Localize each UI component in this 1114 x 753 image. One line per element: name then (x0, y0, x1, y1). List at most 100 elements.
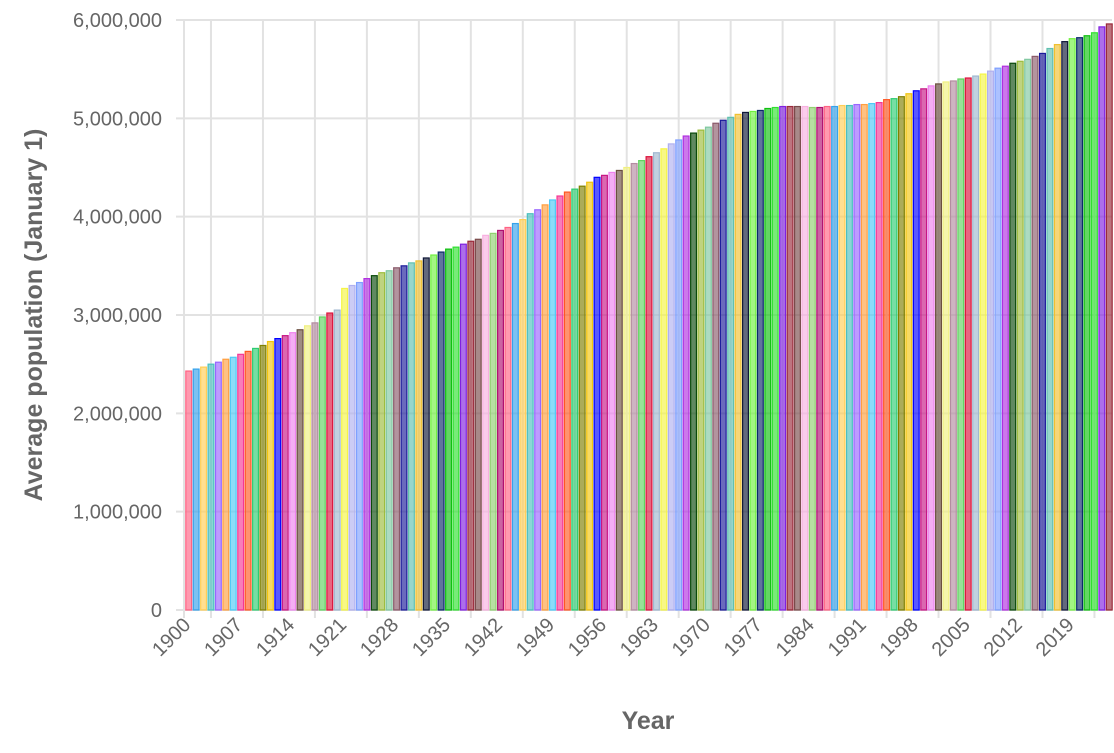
bar-1902 (200, 366, 208, 611)
bar-1952 (571, 188, 579, 611)
x-tick-label: 2005 (928, 614, 975, 661)
bar-1918 (318, 316, 326, 611)
x-tick-label: 1991 (824, 614, 871, 661)
bar-1909 (252, 347, 260, 611)
bar-1985 (816, 106, 824, 611)
bar-1991 (860, 103, 868, 611)
y-tick-label: 1,000,000 (73, 502, 162, 524)
bar-1956 (600, 174, 608, 611)
bar-1977 (756, 109, 764, 611)
bar-2017 (1053, 43, 1061, 611)
bar-1995 (890, 98, 898, 611)
x-tick-label: 1921 (304, 614, 351, 661)
bar-1914 (289, 332, 297, 611)
bar-1911 (266, 340, 274, 611)
bar-1994 (883, 99, 891, 611)
bar-1978 (764, 107, 772, 611)
bar-1908 (244, 350, 252, 611)
bar-1998 (912, 90, 920, 611)
bar-1988 (838, 104, 846, 611)
x-tick-label: 1984 (772, 614, 819, 661)
bar-1958 (615, 169, 623, 611)
bar-2021 (1083, 35, 1091, 611)
bar-1963 (652, 152, 660, 611)
bar-2010 (1001, 65, 1009, 611)
bar-1974 (734, 113, 742, 611)
bar-1925 (370, 275, 378, 611)
x-tick-label: 1935 (408, 614, 455, 661)
bar-1917 (311, 322, 319, 611)
bar-2016 (1046, 47, 1054, 611)
bar-1927 (385, 270, 393, 611)
bar-2020 (1076, 37, 1084, 611)
bar-1936 (452, 246, 460, 611)
bar-1982 (793, 105, 801, 611)
bar-1969 (697, 129, 705, 611)
bar-1934 (437, 251, 445, 611)
bar-2000 (927, 85, 935, 611)
bar-2024 (1105, 23, 1113, 611)
bar-2019 (1068, 38, 1076, 611)
bar-1953 (578, 185, 586, 611)
bar-2012 (1016, 60, 1024, 611)
bar-1975 (742, 111, 750, 611)
x-axis-title: Year (622, 707, 675, 735)
bar-2018 (1061, 41, 1069, 611)
bar-1929 (400, 265, 408, 611)
x-tick-label: 1907 (200, 614, 247, 661)
bar-1949 (548, 199, 556, 611)
y-axis-title: Average population (January 1) (20, 129, 48, 502)
y-tick-label: 4,000,000 (73, 207, 162, 229)
bar-1964 (660, 148, 668, 611)
bar-1987 (831, 105, 839, 611)
bar-1979 (771, 106, 779, 611)
bar-1980 (779, 105, 787, 611)
x-tick-label: 1963 (616, 614, 663, 661)
y-tick-label: 2,000,000 (73, 403, 162, 425)
bar-1935 (445, 248, 453, 611)
bar-2004 (957, 78, 965, 611)
bar-1943 (504, 226, 512, 611)
bar-1931 (415, 260, 423, 611)
x-tick-label: 1942 (460, 614, 507, 661)
bar-1900 (185, 370, 193, 611)
bar-1959 (623, 166, 631, 611)
bar-1905 (222, 358, 230, 611)
bar-1906 (229, 356, 237, 611)
bar-1922 (348, 284, 356, 611)
bar-1970 (704, 126, 712, 611)
bar-1992 (868, 102, 876, 611)
bar-1946 (526, 213, 534, 611)
bar-1926 (378, 272, 386, 611)
bar-2023 (1098, 26, 1106, 611)
bar-1901 (192, 368, 200, 611)
x-axis-ticks: 1900 1907 1914 1921 1928 1935 1942 1949 1956 1963… (148, 614, 1078, 661)
bar-1993 (875, 101, 883, 611)
bar-2002 (942, 81, 950, 611)
bar-1960 (630, 162, 638, 611)
bar-1989 (845, 104, 853, 611)
bar-1997 (905, 93, 913, 611)
bar-1950 (556, 195, 564, 611)
bar-1966 (675, 139, 683, 611)
bar-1967 (682, 135, 690, 611)
x-tick-label: 1914 (252, 614, 299, 661)
bar-1972 (719, 119, 727, 611)
bar-1986 (823, 105, 831, 611)
bar-1928 (393, 267, 401, 611)
bar-2011 (1009, 62, 1017, 611)
y-tick-label: 5,000,000 (73, 108, 162, 130)
bar-1913 (281, 335, 289, 611)
bar-1984 (808, 106, 816, 611)
bar-1907 (237, 353, 245, 611)
bar-1940 (482, 234, 490, 611)
bar-1932 (422, 257, 430, 611)
x-tick-label: 1970 (668, 614, 715, 661)
y-axis-ticks: 0 1,000,000 2,000,000 3,000,000 4,000,000 5,0… (73, 10, 162, 622)
bar-2005 (964, 77, 972, 611)
bar-1933 (430, 254, 438, 611)
x-tick-label: 1928 (356, 614, 403, 661)
x-tick-label: 1998 (876, 614, 923, 661)
bar-2007 (979, 73, 987, 611)
bar-1924 (363, 278, 371, 611)
